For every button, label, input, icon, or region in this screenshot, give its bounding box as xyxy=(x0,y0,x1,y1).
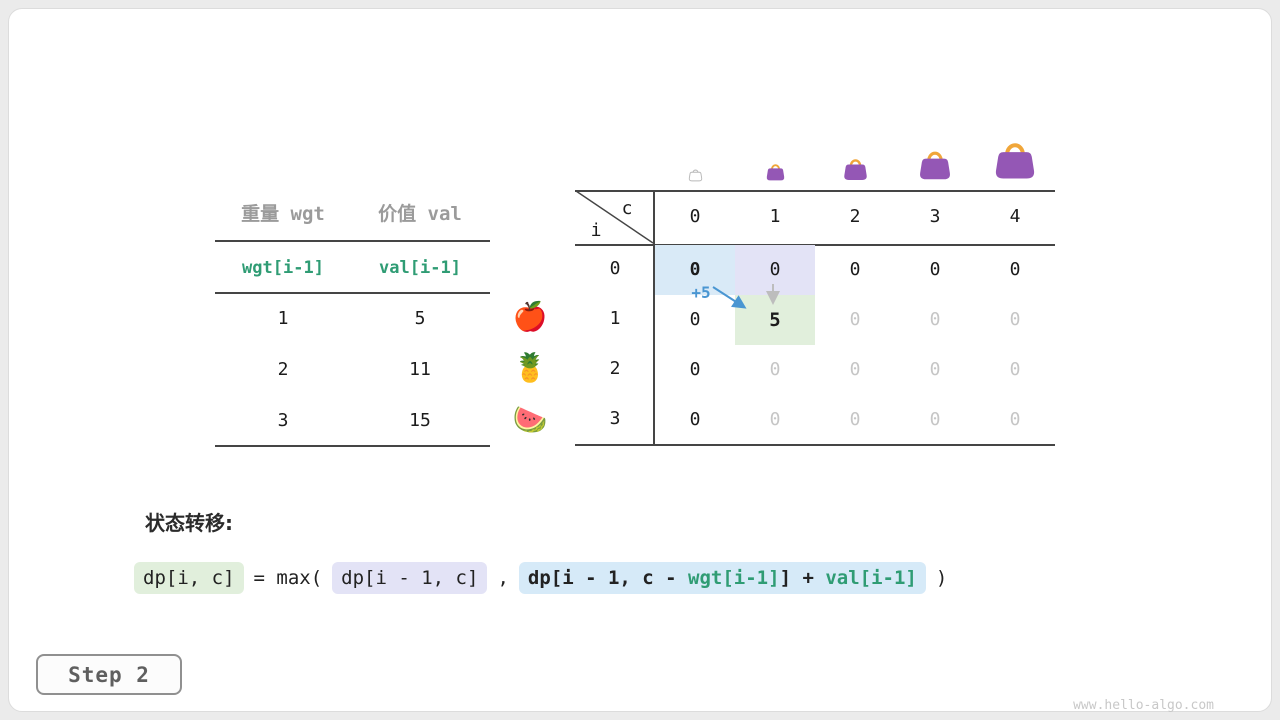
apple-icon: 🍎 xyxy=(512,300,548,333)
dp-cell: 0 xyxy=(1009,359,1021,380)
dp-row-header: 1 xyxy=(609,308,621,329)
item-weight-value: 1 xyxy=(277,308,289,329)
dp-cell: 0 xyxy=(849,409,861,430)
bag-icon xyxy=(688,167,703,186)
item-value-value: 15 xyxy=(409,410,431,431)
take-mid-text: ] + xyxy=(779,567,826,589)
equals-max-text: = max( xyxy=(253,567,323,589)
dp-corner-row-var: i xyxy=(590,220,602,241)
plus-five-label: +5 xyxy=(691,283,711,302)
chip-dp-take: dp[i - 1, c - wgt[i-1]] + val[i-1] xyxy=(518,562,926,594)
item-value-value: 5 xyxy=(414,308,426,329)
bag-icon xyxy=(765,161,786,186)
dp-row-header: 2 xyxy=(609,358,621,379)
items-divider-top xyxy=(215,240,490,242)
items-formula-val: val[i-1] xyxy=(379,258,461,278)
dp-corner-col-var: c xyxy=(621,198,633,219)
items-divider-bottom xyxy=(215,445,490,447)
item-value-value: 11 xyxy=(409,359,431,380)
chip-dp-current: dp[i, c] xyxy=(134,562,244,594)
dp-cell: 0 xyxy=(735,245,815,295)
comma-text: , xyxy=(497,567,509,589)
dp-cell: 0 xyxy=(689,359,701,380)
dp-cell: 0 xyxy=(1009,259,1021,280)
items-col-header-val: 价值 val xyxy=(378,203,462,225)
dp-cell: 0 xyxy=(929,259,941,280)
step-badge[interactable]: Step 2 xyxy=(36,654,182,695)
dp-cell: 5 xyxy=(735,295,815,345)
dp-row-header: 3 xyxy=(609,408,621,429)
dp-col-header: 4 xyxy=(1009,206,1021,227)
watermelon-icon: 🍉 xyxy=(512,403,548,436)
dp-col-header: 0 xyxy=(689,206,701,227)
dp-cell: 0 xyxy=(929,409,941,430)
pineapple-icon: 🍍 xyxy=(512,351,548,384)
items-formula-wgt: wgt[i-1] xyxy=(242,258,324,278)
content-card xyxy=(8,8,1272,712)
transition-formula: dp[i, c] = max( dp[i - 1, c] , dp[i - 1,… xyxy=(134,562,947,594)
dp-cell: 0 xyxy=(929,359,941,380)
items-col-header-wgt: 重量 wgt xyxy=(241,203,325,225)
dp-cell: 0 xyxy=(769,359,781,380)
dp-cell: 0 xyxy=(769,409,781,430)
item-weight-value: 3 xyxy=(277,410,289,431)
take-val-text: val[i-1] xyxy=(825,567,917,589)
dp-header-divider xyxy=(575,244,1055,246)
dp-col-header: 3 xyxy=(929,206,941,227)
dp-cell: 0 xyxy=(849,359,861,380)
take-prefix-text: dp[i - 1, c - xyxy=(527,567,689,589)
watermark: www.hello-algo.com xyxy=(1073,698,1214,713)
item-weight-value: 2 xyxy=(277,359,289,380)
dp-cell: 0 xyxy=(849,309,861,330)
dp-col-header: 1 xyxy=(769,206,781,227)
bag-icon xyxy=(917,146,953,186)
dp-cell: 0 xyxy=(1009,309,1021,330)
bag-icon xyxy=(842,155,869,186)
chip-dp-skip: dp[i - 1, c] xyxy=(332,562,488,594)
transition-label: 状态转移: xyxy=(145,511,233,535)
dp-top-border xyxy=(575,190,1055,192)
dp-cell: 0 xyxy=(929,309,941,330)
take-wgt-text: wgt[i-1] xyxy=(688,567,780,589)
items-table: 重量 wgt 价值 val wgt[i-1] val[i-1] 1 5 2 11 3 15 xyxy=(215,195,490,455)
dp-vertical-divider xyxy=(653,190,655,446)
dp-cell: 0 xyxy=(1009,409,1021,430)
close-paren-text: ) xyxy=(935,567,948,589)
dp-bottom-border xyxy=(575,444,1055,446)
dp-col-header: 2 xyxy=(849,206,861,227)
dp-row-header: 0 xyxy=(609,258,621,279)
dp-cell: 0 xyxy=(689,309,701,330)
bag-icon xyxy=(992,136,1038,186)
items-divider-mid xyxy=(215,292,490,294)
dp-cell: 0 xyxy=(689,409,701,430)
dp-cell: 0 xyxy=(849,259,861,280)
